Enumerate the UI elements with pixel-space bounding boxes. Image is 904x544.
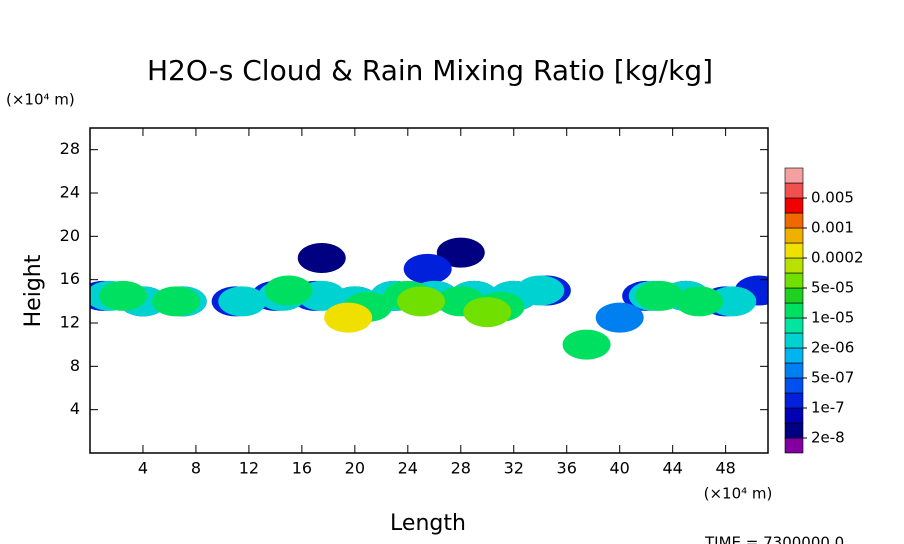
colorbar-box [784, 332, 804, 349]
colorbar-box [784, 182, 804, 199]
y-axis-label: Height [21, 254, 46, 327]
field-cell [397, 286, 446, 317]
x-tick-label: 40 [610, 459, 630, 478]
colorbar-label: 0.005 [811, 189, 854, 207]
chart-title: H2O-s Cloud & Rain Mixing Ratio [kg/kg] [147, 54, 713, 87]
colorbar-label: 5e-05 [811, 279, 854, 297]
colorbar-box [784, 242, 804, 259]
y-tick-label: 20 [60, 226, 80, 245]
x-tick-label: 44 [662, 459, 682, 478]
colorbar-box [784, 287, 804, 304]
y-tick-label: 24 [60, 183, 80, 202]
colorbar-label: 2e-06 [811, 339, 854, 357]
plot-frame [89, 127, 769, 454]
field-cell [675, 286, 724, 317]
field-cell [562, 329, 611, 360]
colorbar-box [784, 422, 804, 439]
colorbar-box [784, 197, 804, 214]
y-tick-label: 4 [70, 399, 80, 418]
colorbar-box [784, 272, 804, 289]
field-cell [152, 286, 201, 317]
field-cell [99, 280, 148, 311]
field-cell [218, 286, 267, 317]
x-tick-label: 8 [191, 459, 201, 478]
colorbar-label: 2e-8 [811, 429, 845, 447]
x-tick-label: 36 [557, 459, 577, 478]
x-tick-label: 4 [138, 459, 148, 478]
y-unit: (×10⁴ m) [6, 91, 75, 109]
colorbar-label: 1e-05 [811, 309, 854, 327]
colorbar-box [784, 317, 804, 334]
field-cell [297, 243, 346, 273]
colorbar-box [784, 407, 804, 424]
colorbar-box [784, 392, 804, 409]
colorbar-box [784, 302, 804, 319]
colorbar-box [784, 227, 804, 244]
y-tick-label: 8 [70, 356, 80, 375]
footer-time: TIME = 7300000.0 [704, 534, 844, 544]
colorbar-box [784, 377, 804, 394]
field-cell [516, 275, 565, 306]
field-cell [635, 280, 684, 311]
field-layer [90, 237, 768, 360]
colorbar-label: 1e-7 [811, 399, 845, 417]
x-unit: (×10⁴ m) [704, 485, 773, 503]
colorbar-box [784, 362, 804, 379]
colorbar-box [784, 257, 804, 274]
field-cell [264, 275, 313, 306]
field-cell [403, 253, 452, 284]
colorbar-box [784, 167, 804, 184]
x-axis-label: Length [390, 511, 466, 536]
colorbar-box [784, 347, 804, 364]
x-tick-label: 32 [504, 459, 524, 478]
x-tick-label: 20 [345, 459, 365, 478]
colorbar-box [784, 437, 804, 454]
field-cell [436, 237, 485, 268]
field-cell [463, 297, 512, 328]
field-cell [708, 286, 757, 317]
y-tick-label: 16 [60, 269, 80, 288]
colorbar-box [784, 212, 804, 229]
x-tick-label: 12 [239, 459, 259, 478]
colorbar-label: 0.0002 [811, 249, 864, 267]
field-cell [595, 302, 644, 333]
colorbar-label: 0.001 [811, 219, 854, 237]
y-tick-label: 28 [60, 139, 80, 158]
field-cell [324, 302, 373, 333]
colorbar-label: 5e-07 [811, 369, 854, 387]
x-tick-label: 16 [292, 459, 312, 478]
x-tick-label: 28 [451, 459, 471, 478]
y-tick-label: 12 [60, 313, 80, 332]
x-tick-label: 24 [398, 459, 418, 478]
x-tick-label: 48 [715, 459, 735, 478]
